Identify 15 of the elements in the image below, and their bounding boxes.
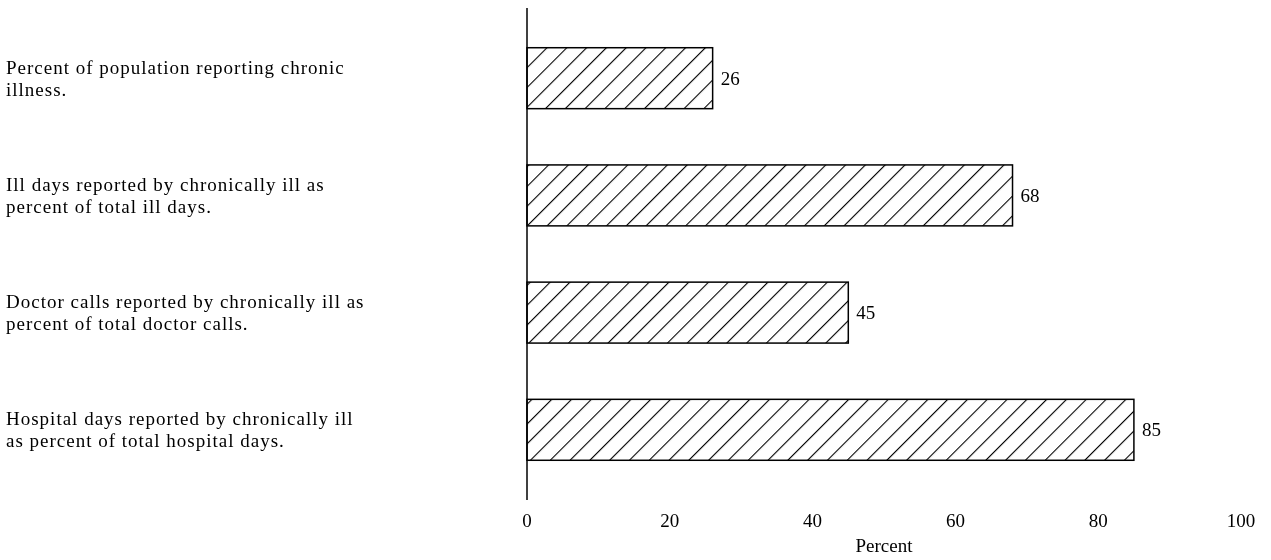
data-label: 45: [856, 302, 876, 324]
x-tick-label: 40: [803, 510, 823, 531]
y-tick-label: Ill days reported by chronically ill as percent of total ill days.: [6, 174, 325, 218]
data-label: 26: [720, 67, 740, 89]
data-label: 85: [1141, 419, 1161, 441]
x-tick-label: 60: [945, 510, 965, 531]
x-tick-label: 0: [522, 510, 532, 531]
y-tick-label: Percent of population reporting chronic illness.: [6, 56, 345, 100]
x-axis-title: Percent: [855, 535, 914, 556]
y-tick-label: Hospital days reported by chronically ill as percent of total hospital days.: [6, 408, 354, 452]
x-tick-label: 100: [1226, 510, 1256, 531]
data-label: 68: [1020, 185, 1040, 207]
x-tick-label: 20: [660, 510, 680, 531]
y-tick-label: Doctor calls reported by chronically ill as percent of total doctor calls.: [6, 291, 365, 335]
x-tick-label: 80: [1088, 510, 1108, 531]
